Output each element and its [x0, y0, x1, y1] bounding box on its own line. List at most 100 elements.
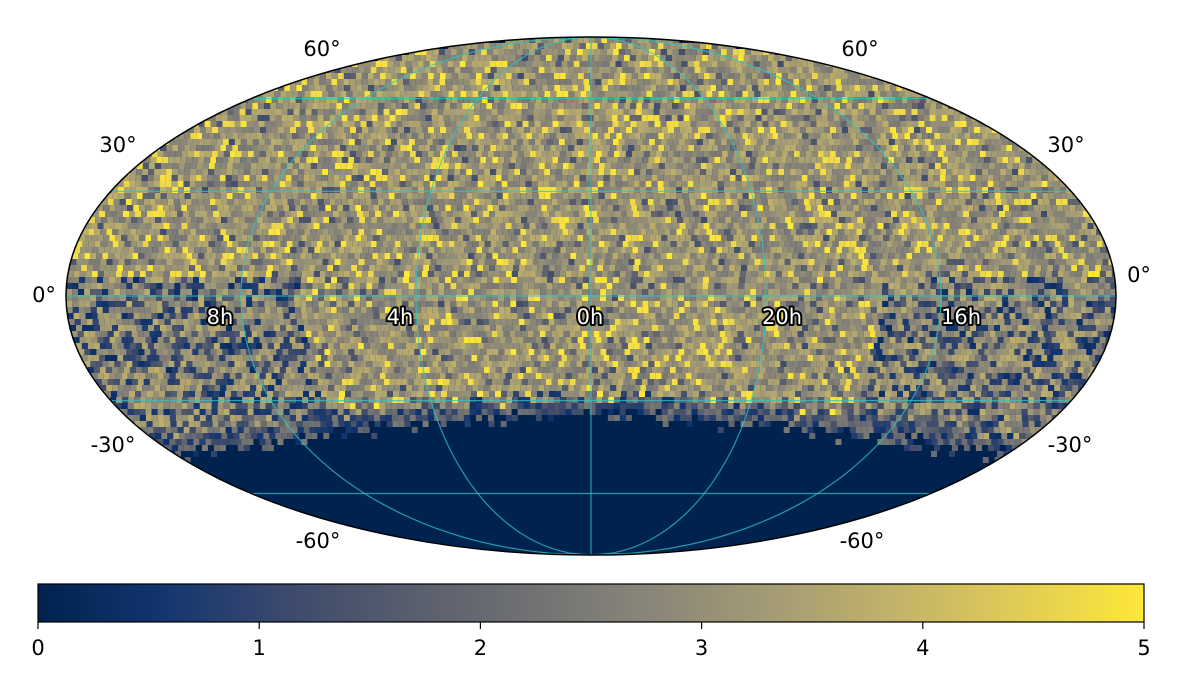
sky-pixel: [462, 253, 469, 259]
sky-pixel: [1059, 181, 1066, 187]
sky-pixel: [347, 115, 354, 121]
sky-pixel: [468, 253, 475, 259]
sky-pixel: [420, 49, 427, 55]
sky-pixel: [399, 61, 406, 67]
sky-pixel: [142, 241, 149, 247]
sky-pixel: [881, 217, 888, 223]
sky-pixel: [672, 157, 679, 163]
sky-pixel: [988, 193, 995, 199]
sky-pixel: [631, 151, 638, 157]
sky-pixel: [880, 133, 887, 139]
sky-pixel: [372, 157, 379, 163]
sky-pixel: [1051, 223, 1058, 229]
sky-pixel: [761, 109, 768, 115]
sky-pixel: [581, 55, 588, 61]
sky-pixel: [200, 247, 207, 253]
sky-pixel: [1006, 241, 1013, 247]
sky-pixel: [1065, 211, 1071, 217]
sky-pixel: [963, 181, 970, 187]
sky-pixel: [739, 79, 746, 85]
sky-pixel: [115, 205, 122, 211]
sky-pixel: [690, 253, 697, 259]
sky-pixel: [601, 97, 608, 103]
sky-pixel: [959, 199, 966, 205]
sky-pixel: [930, 253, 937, 259]
sky-pixel: [874, 133, 881, 139]
sky-pixel: [706, 67, 713, 73]
sky-pixel: [903, 175, 910, 181]
sky-pixel: [490, 193, 497, 199]
sky-pixel: [880, 187, 886, 193]
sky-pixel: [515, 115, 522, 121]
sky-pixel: [603, 181, 610, 187]
sky-pixel: [720, 121, 727, 127]
sky-pixel: [348, 253, 355, 259]
sky-pixel: [399, 211, 405, 217]
sky-pixel: [358, 229, 365, 235]
sky-pixel: [606, 121, 613, 127]
sky-pixel: [181, 151, 188, 157]
sky-pixel: [310, 133, 317, 139]
sky-pixel: [973, 223, 980, 229]
sky-pixel: [766, 193, 773, 199]
sky-pixel: [988, 229, 995, 235]
sky-pixel: [891, 175, 898, 181]
sky-pixel: [471, 175, 478, 181]
sky-pixel: [970, 241, 977, 247]
sky-pixel: [537, 61, 544, 67]
sky-pixel: [240, 103, 247, 109]
sky-pixel: [88, 241, 95, 247]
sky-pixel: [825, 175, 832, 181]
sky-pixel: [766, 241, 773, 247]
sky-pixel: [456, 253, 463, 259]
sky-pixel: [304, 169, 311, 175]
sky-pixel: [717, 61, 724, 67]
sky-pixel: [767, 217, 774, 223]
sky-pixel: [1014, 157, 1021, 163]
sky-pixel: [616, 187, 622, 193]
sky-pixel: [116, 247, 123, 253]
sky-pixel: [786, 139, 793, 145]
sky-pixel: [592, 169, 599, 175]
sky-pixel: [541, 79, 548, 85]
sky-pixel: [827, 115, 834, 121]
sky-pixel: [243, 211, 249, 217]
sky-pixel: [400, 145, 407, 151]
sky-pixel: [294, 121, 301, 127]
sky-pixel: [270, 121, 277, 127]
sky-pixel: [279, 211, 285, 217]
sky-pixel: [1039, 235, 1046, 241]
sky-pixel: [490, 133, 497, 139]
sky-pixel: [313, 73, 320, 79]
sky-pixel: [498, 139, 505, 145]
sky-pixel: [260, 247, 267, 253]
sky-pixel: [424, 91, 431, 97]
sky-pixel: [653, 199, 660, 205]
sky-pixel: [383, 115, 390, 121]
sky-pixel: [454, 229, 461, 235]
sky-pixel: [876, 253, 883, 259]
sky-pixel: [471, 61, 478, 67]
sky-pixel: [998, 247, 1005, 253]
sky-pixel: [686, 127, 692, 133]
sky-pixel: [577, 73, 584, 79]
sky-pixel: [850, 187, 856, 193]
sky-pixel: [894, 253, 901, 259]
sky-pixel: [736, 91, 743, 97]
sky-pixel: [965, 217, 972, 223]
sky-pixel: [346, 169, 353, 175]
sky-pixel: [341, 115, 348, 121]
sky-pixel: [475, 79, 482, 85]
sky-pixel: [766, 169, 773, 175]
sky-pixel: [132, 253, 139, 259]
sky-pixel: [214, 145, 221, 151]
sky-pixel: [414, 121, 421, 127]
sky-pixel: [713, 115, 720, 121]
sky-pixel: [220, 145, 227, 151]
sky-pixel: [277, 235, 284, 241]
sky-pixel: [947, 109, 954, 115]
sky-pixel: [647, 109, 654, 115]
sky-pixel: [868, 133, 875, 139]
sky-pixel: [637, 205, 644, 211]
sky-pixel: [642, 139, 649, 145]
